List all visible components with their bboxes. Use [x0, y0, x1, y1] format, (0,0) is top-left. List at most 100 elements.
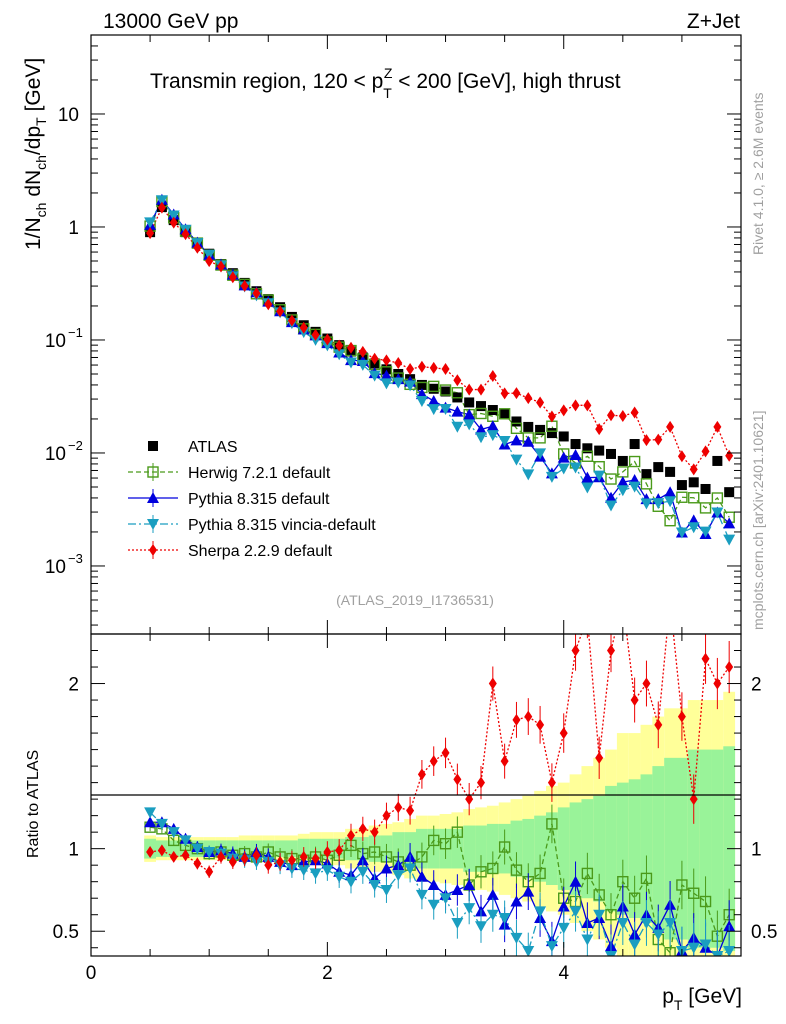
- legend-label: Pythia 8.315 default: [188, 491, 330, 508]
- sherpa-point: [252, 287, 261, 300]
- sherpa-point: [630, 406, 639, 419]
- atlas-point: [653, 462, 664, 473]
- vincia-point: [593, 470, 606, 482]
- sherpa-point: [358, 345, 367, 358]
- herwig-ratio-point: [534, 867, 546, 880]
- pythia-ratio-point: [463, 878, 476, 890]
- sherpa-ratio-point: [240, 852, 249, 865]
- vincia-ratio-point: [534, 906, 547, 918]
- main-tick-exponent: −1: [68, 325, 83, 340]
- sherpa-point: [394, 357, 403, 370]
- sherpa-point: [547, 410, 556, 423]
- pythia-ratio-point: [451, 883, 464, 895]
- sherpa-ratio-point: [276, 855, 285, 868]
- vincia-ratio-point: [652, 929, 665, 941]
- vincia-ratio-point: [427, 899, 440, 911]
- pythia-ratio-point: [380, 862, 393, 874]
- vincia-ratio-point: [179, 835, 192, 847]
- sherpa-point: [441, 363, 450, 376]
- main-tick-label: 10: [58, 105, 79, 126]
- inner-band-bin: [557, 807, 570, 890]
- vincia-ratio-point: [191, 843, 204, 855]
- herwig-point: [628, 455, 641, 468]
- atlas-point: [440, 386, 451, 397]
- sherpa-ratio-point: [619, 595, 627, 607]
- pythia-point: [451, 405, 464, 417]
- vincia-point: [581, 482, 594, 494]
- vincia-ratio-point: [345, 876, 357, 888]
- vincia-ratio-point: [451, 917, 464, 929]
- sherpa-point: [666, 420, 675, 433]
- vincia-ratio-point: [404, 863, 417, 875]
- inner-band-bin: [711, 749, 724, 948]
- inner-band-bin: [510, 820, 523, 877]
- atlas-point: [381, 364, 392, 375]
- sherpa-ratio-point: [181, 849, 190, 862]
- vincia-point: [451, 421, 464, 433]
- sherpa-point: [205, 255, 214, 268]
- sherpa-point: [287, 314, 296, 327]
- vincia-point: [356, 359, 369, 371]
- herwig-point: [581, 450, 594, 462]
- sherpa-point: [583, 399, 592, 412]
- vincia-ratio-point: [297, 865, 310, 877]
- herwig-point: [711, 492, 724, 504]
- vincia-point: [628, 481, 641, 493]
- herwig-ratio-point: [451, 826, 464, 838]
- legend-entry-atlas: ATLAS: [148, 439, 238, 456]
- pythia-point: [486, 420, 499, 432]
- vincia-ratio-point: [155, 818, 168, 830]
- vincia-ratio-point: [309, 868, 322, 880]
- vincia-ratio-point: [593, 909, 606, 921]
- herwig-point: [676, 491, 688, 503]
- vincia-ratio-point: [699, 939, 712, 951]
- atlas-point: [546, 428, 557, 439]
- vincia-ratio-point: [321, 865, 334, 877]
- sherpa-ratio-point: [654, 718, 663, 731]
- sherpa-ratio-point: [417, 768, 426, 781]
- sherpa-point: [512, 387, 521, 400]
- sherpa-point: [654, 433, 663, 446]
- atlas-point: [487, 405, 498, 416]
- vincia-ratio-point: [167, 827, 180, 839]
- atlas-point: [570, 439, 581, 450]
- ratio-tick-label-right: 0.5: [751, 922, 777, 943]
- plot-title: Transmin region, 120 < pTZ < 200 [GeV], …: [150, 65, 621, 101]
- vincia-ratio-point: [664, 917, 677, 929]
- sherpa-point: [264, 298, 273, 311]
- inner-band-bin: [652, 766, 665, 932]
- sherpa-ratio-point: [370, 826, 379, 839]
- x-tick-label: 2: [322, 963, 333, 984]
- atlas-point: [582, 443, 593, 454]
- sherpa-point: [347, 341, 355, 354]
- sherpa-ratio-point: [406, 804, 415, 817]
- vincia-ratio-point: [711, 951, 724, 956]
- sherpa-point: [607, 409, 615, 422]
- vincia-point: [463, 419, 476, 431]
- vincia-ratio-point: [463, 903, 476, 915]
- pythia-point: [581, 471, 594, 483]
- vincia-point: [557, 463, 570, 475]
- legend-entry-sherpa: Sherpa 2.2.9 default: [128, 541, 333, 560]
- atlas-point: [617, 455, 628, 466]
- sherpa-ratio-point: [382, 809, 391, 822]
- sherpa-point: [276, 305, 285, 318]
- atlas-point: [641, 469, 652, 480]
- pythia-ratio-point: [427, 878, 440, 890]
- sherpa-point: [299, 321, 308, 334]
- atlas-point: [594, 445, 605, 456]
- pythia-main-line: [149, 198, 730, 536]
- pythia-point: [522, 435, 535, 447]
- inner-band-bin: [605, 785, 617, 912]
- sherpa-main-line: [149, 206, 730, 471]
- herwig-point: [664, 514, 676, 527]
- energy-label: 13000 GeV pp: [103, 10, 238, 33]
- sherpa-point: [146, 227, 155, 240]
- vincia-point: [664, 496, 677, 508]
- inner-band-bin: [640, 774, 653, 923]
- process-label: Z+Jet: [687, 10, 740, 33]
- herwig-ratio-point: [640, 872, 653, 885]
- vincia-ratio-point: [605, 951, 617, 956]
- sherpa-ratio-point: [264, 859, 273, 872]
- sherpa-point: [382, 354, 391, 367]
